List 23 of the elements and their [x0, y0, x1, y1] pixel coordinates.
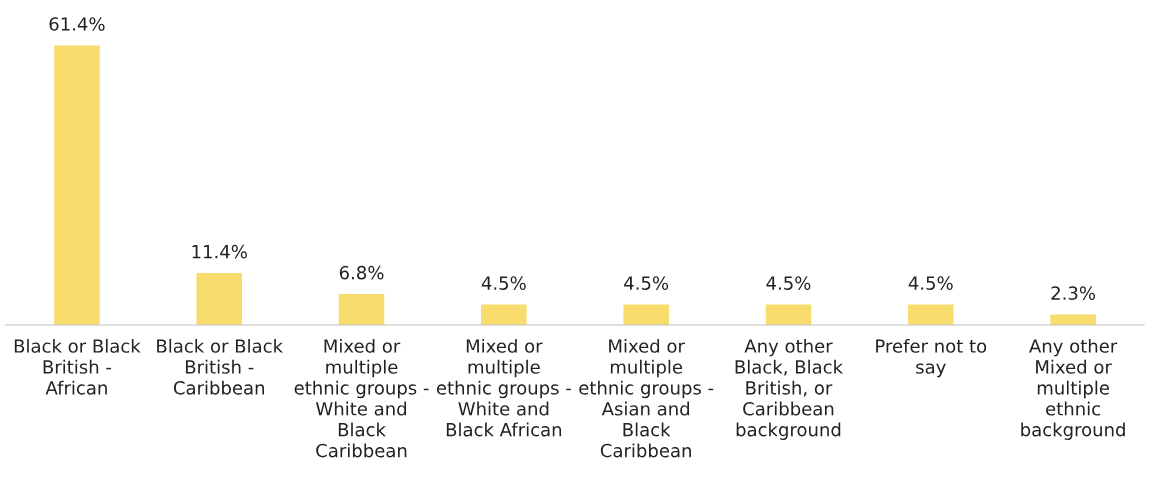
data-label: 6.8%	[339, 265, 384, 280]
x-tick-label: Mixed or multiple ethnic groups - White and Black Caribbean	[294, 338, 429, 458]
data-label: 4.5%	[908, 276, 953, 290]
data-label: 4.5%	[766, 276, 811, 290]
x-tick-label: Black or Black British - African	[14, 338, 141, 395]
x-tick-label: Any other Mixed or multiple ethnic background	[1021, 338, 1125, 440]
x-tick-label: Mixed or multiple ethnic groups - Asian and Black Caribbean	[579, 338, 714, 458]
bar	[338, 294, 385, 325]
x-tick-label: Black or Black British - Caribbean	[157, 338, 283, 395]
bar	[54, 45, 100, 325]
bar	[623, 304, 669, 325]
bar	[765, 304, 812, 325]
bar	[196, 273, 242, 325]
data-label: 4.5%	[481, 276, 526, 290]
x-tick-label: Mixed or multiple ethnic groups - White and Black African	[436, 338, 571, 437]
bar	[481, 304, 527, 325]
bar	[908, 304, 954, 325]
data-label: 2.3%	[1051, 286, 1096, 300]
data-label: 4.5%	[624, 276, 669, 290]
x-tick-label: Any other Black, Black British, or Caribbean background	[735, 338, 844, 440]
data-label: 11.4%	[192, 244, 247, 259]
data-label: 61.4%	[49, 17, 105, 31]
x-tick-label: Prefer not to say	[876, 338, 987, 378]
